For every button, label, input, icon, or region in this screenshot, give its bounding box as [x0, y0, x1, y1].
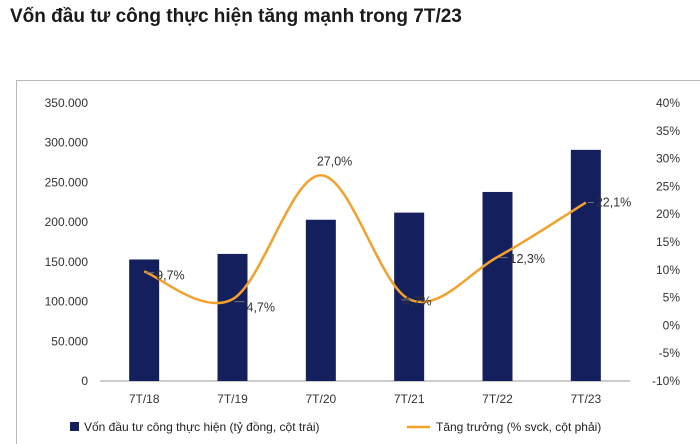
x-tick-label: 7T/20 [305, 392, 336, 406]
left-tick-label: 150.000 [45, 255, 89, 269]
x-axis-labels: 7T/18 7T/19 7T/20 7T/21 7T/22 7T/23 [129, 392, 602, 406]
right-tick-label: 10% [656, 263, 680, 277]
right-tick-label: 25% [656, 179, 680, 193]
bar-7T/19 [217, 253, 248, 381]
left-tick-label: 350.000 [45, 96, 89, 110]
left-tick-label: 0 [81, 374, 88, 388]
chart-frame [16, 80, 700, 444]
chart-title: Vốn đầu tư công thực hiện tăng mạnh tron… [10, 6, 462, 27]
legend-line-label: Tăng trưởng (% svck, cột phải) [436, 420, 601, 434]
growth-label-7T/18: 9,7% [156, 268, 185, 282]
left-tick-label: 300.000 [45, 136, 89, 150]
right-tick-label: -10% [652, 374, 680, 388]
bar-series [129, 149, 601, 381]
growth-label-7T/19: 4,7% [247, 300, 276, 314]
right-tick-label: 15% [656, 235, 680, 249]
right-tick-label: 35% [656, 124, 680, 138]
right-tick-label: 5% [663, 291, 681, 305]
left-tick-label: 100.000 [45, 295, 89, 309]
line-data-labels: 9,7% 4,7% 27,0% 4,7% 12,3% 22,1% [146, 154, 631, 314]
growth-label-7T/21: 4,7% [403, 294, 432, 308]
x-tick-label: 7T/18 [129, 392, 160, 406]
growth-label-7T/20: 27,0% [317, 154, 352, 168]
bar-7T/22 [482, 191, 513, 381]
right-axis: -10% -5% 0% 5% 10% 15% 20% 25% 30% 35% 40% [652, 96, 680, 388]
bar-7T/20 [305, 219, 336, 381]
left-tick-label: 200.000 [45, 215, 89, 229]
growth-label-7T/23: 22,1% [596, 196, 631, 210]
bar-7T/23 [570, 149, 601, 381]
legend-bar-label: Vốn đầu tư công thực hiện (tỷ đồng, cột … [84, 420, 320, 434]
bar-7T/18 [129, 259, 160, 381]
legend-bar-swatch [70, 422, 79, 431]
right-tick-label: -5% [659, 346, 681, 360]
right-tick-label: 0% [663, 318, 681, 332]
left-tick-label: 250.000 [45, 175, 89, 189]
bar-7T/21 [394, 212, 425, 381]
right-tick-label: 40% [656, 96, 680, 110]
right-tick-label: 20% [656, 207, 680, 221]
x-tick-label: 7T/19 [217, 392, 248, 406]
x-tick-label: 7T/22 [482, 392, 513, 406]
x-tick-label: 7T/21 [394, 392, 425, 406]
left-tick-label: 50.000 [51, 334, 88, 348]
right-tick-label: 30% [656, 152, 680, 166]
growth-label-7T/22: 12,3% [510, 252, 545, 266]
left-axis: 0 50.000 100.000 150.000 200.000 250.000 300.0… [45, 96, 89, 388]
x-tick-label: 7T/23 [570, 392, 601, 406]
growth-line [143, 174, 587, 305]
legend: Vốn đầu tư công thực hiện (tỷ đồng, cột … [70, 420, 601, 434]
